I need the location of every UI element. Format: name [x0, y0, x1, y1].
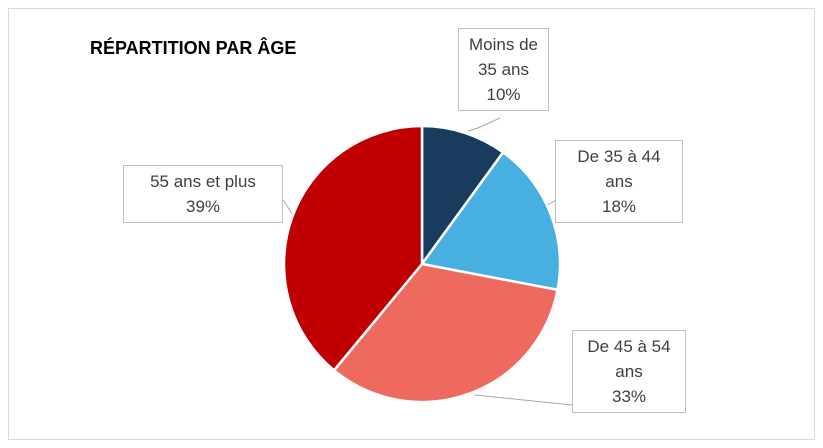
value-label: 33%: [611, 387, 647, 406]
pie-slice: [419, 150, 562, 292]
category-label: 55 ans et plus: [150, 172, 256, 191]
value-label: 18%: [601, 197, 637, 216]
leader-line: [474, 394, 573, 406]
category-label: De 45 à 54 ans: [587, 337, 671, 381]
data-label: De 45 à 54 ans 33%: [572, 330, 686, 413]
pie-slice: [282, 124, 424, 373]
category-label: Moins de 35 ans: [469, 35, 538, 79]
category-label: De 35 à 44 ans: [577, 147, 661, 191]
value-label: 10%: [486, 85, 521, 104]
pie-slice: [420, 124, 505, 268]
data-label: De 35 à 44 ans 18%: [555, 140, 683, 223]
leader-line: [282, 199, 294, 216]
value-label: 39%: [185, 197, 221, 216]
data-label: Moins de 35 ans 10%: [458, 28, 549, 111]
leader-line: [467, 117, 501, 132]
chart-title: RÉPARTITION PAR ÂGE: [90, 38, 297, 58]
pie-slice: [332, 262, 560, 404]
data-label: 55 ans et plus 39%: [123, 165, 283, 223]
